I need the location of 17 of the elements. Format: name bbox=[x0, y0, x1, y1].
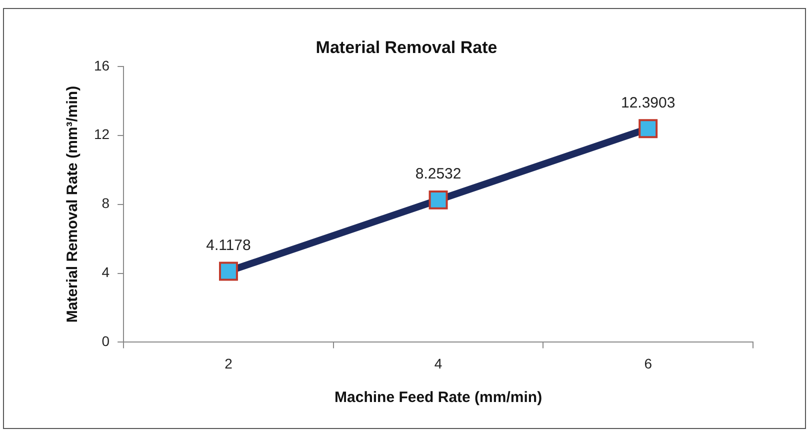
x-tick-label: 4 bbox=[434, 355, 442, 372]
chart-title: Material Removal Rate bbox=[316, 38, 498, 57]
y-axis-title: Material Removal Rate (mm³/min) bbox=[64, 86, 82, 323]
y-tick-label: 8 bbox=[102, 195, 110, 212]
point bbox=[218, 262, 238, 281]
x-tick-label: 6 bbox=[644, 355, 652, 372]
y-tick-label: 12 bbox=[94, 126, 110, 142]
x-axis-title: Machine Feed Rate (mm/min) bbox=[334, 389, 542, 406]
y-tick-label: 4 bbox=[102, 264, 110, 280]
y-tick-label: 0 bbox=[102, 333, 110, 350]
y-tick-label: 16 bbox=[94, 57, 110, 74]
data-label: 12.3903 bbox=[620, 94, 676, 112]
point bbox=[638, 119, 658, 138]
data-label: 8.2532 bbox=[415, 166, 462, 183]
point bbox=[428, 190, 448, 210]
data-label: 4.1178 bbox=[206, 236, 251, 254]
x-tick-label: 2 bbox=[224, 355, 233, 372]
